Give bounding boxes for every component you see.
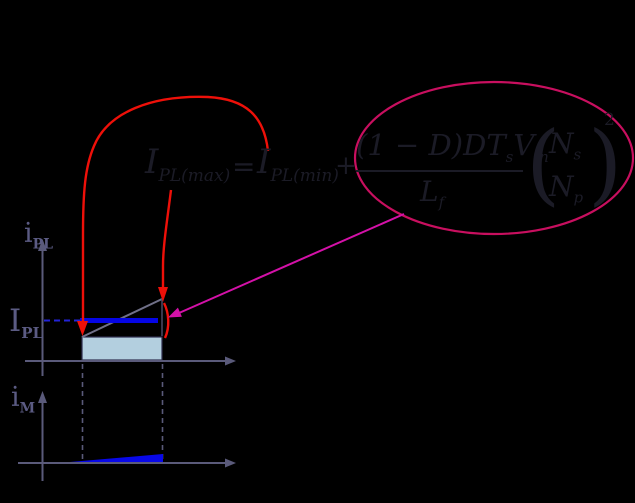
arrow-to-min-head-icon [77,321,88,336]
formula-num-sub-in: in [534,147,549,166]
turns-ratio-num-sub: s [573,145,582,164]
upper-y-axis-label: iPL [24,218,54,253]
formula-exponent: 2 [604,110,615,130]
lower-x-axis-arrow-icon [225,458,236,468]
arrow-to-min-curve [81,95,270,323]
fraction-bar [356,170,523,172]
turns-ratio-den-sub: p [573,188,584,207]
formula-denominator: Lf [420,175,445,212]
lower-y-axis-arrow-icon [38,391,47,403]
formula-rhs-min: IPL(min) [257,142,339,186]
lower-y-axis-label: iM [11,382,36,417]
formula-numerator: (1 − D)DTsVin [356,128,549,166]
ripple-term-ellipse [353,80,635,236]
formula-equals: = [232,150,256,183]
callout-arrow-line [178,213,405,314]
upper-x-axis-arrow-icon [225,356,236,366]
avg-current-label: IPL [9,303,44,343]
lower-y-axis-label-sub: M [19,400,36,417]
arrow-to-max-head-icon [158,287,168,302]
arrow-to-max-tail [162,302,170,339]
magnetizing-current-wedge [70,454,163,462]
big-paren-open: ( [526,112,561,215]
primary-current-pulse-rect [81,336,163,361]
turns-ratio-num: Ns [549,127,582,164]
formula-rhs-min-sub: PL(min) [270,165,339,186]
upper-y-axis-arrow-icon [38,239,47,251]
formula-plus: + [335,151,357,181]
arrow-to-max-curve [161,189,173,288]
formula-num-sub-s: s [505,147,514,166]
upper-y-axis-label-sub: PL [32,236,54,253]
callout-arrow-head-icon [168,307,182,318]
turns-ratio-den: Np [549,170,584,207]
formula-lhs-sub: PL(max) [158,165,231,186]
big-paren-close: ) [588,112,623,215]
formula-lhs: IPL(max) [145,142,231,186]
formula-den-sub: f [438,193,445,212]
avg-current-label-sub: PL [21,324,44,343]
